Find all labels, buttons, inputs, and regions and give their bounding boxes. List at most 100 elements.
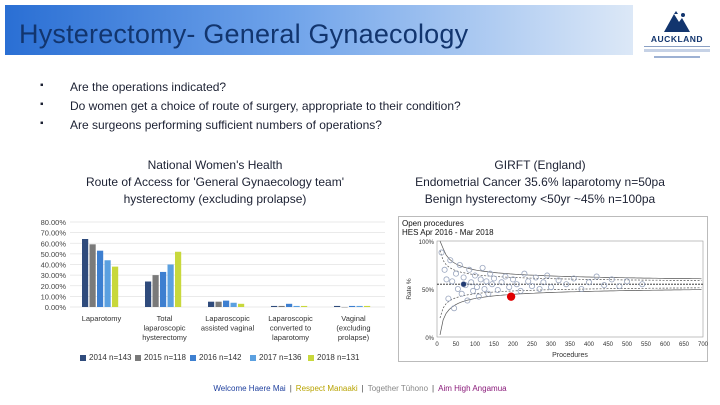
data-point <box>578 286 585 293</box>
girft-heading-line3: Benign hysterectomy <50yr ~45% n=100pa <box>424 192 656 206</box>
legend-item: 2015 n=118 <box>135 353 186 362</box>
data-point <box>454 286 461 293</box>
bar <box>152 275 159 307</box>
footer-value-text: Welcome Haere Mai <box>213 384 286 393</box>
x-tick-label: prolapse) <box>338 333 370 342</box>
footer-value-text: | <box>289 384 292 393</box>
funnel-limit <box>439 250 702 281</box>
data-point <box>473 284 480 291</box>
logo-wordmark: AUCKLAND <box>650 34 704 44</box>
bar <box>175 251 182 307</box>
nwh-heading-line2: Route of Access for 'General Gynaecology… <box>85 175 345 189</box>
x-tick-label: 650 <box>679 342 690 348</box>
x-tick-label: (excluding <box>336 324 370 333</box>
girft-funnel-plot: Open procedures HES Apr 2016 - Mar 2018 … <box>398 216 709 362</box>
data-point <box>491 275 498 282</box>
y-tick-label: 10.00% <box>41 292 67 301</box>
bar <box>215 301 222 307</box>
legend-label: 2016 n=142 <box>199 353 242 362</box>
x-tick-label: Laparoscopic <box>268 314 313 323</box>
y-tick-label: 0% <box>425 336 434 342</box>
x-tick-label: hysterectomy <box>142 333 187 342</box>
bullet-icon: ▪ <box>40 80 44 91</box>
data-point <box>593 273 600 280</box>
bar <box>208 301 215 307</box>
legend-item: 2016 n=142 <box>190 353 242 362</box>
data-point <box>563 281 570 288</box>
funnel-title-line1: Open procedures <box>402 219 464 228</box>
girft-heading-line2: Endometrial Cancer 35.6% laparotomy n=50… <box>415 175 665 189</box>
y-tick-label: 70.00% <box>41 229 67 238</box>
x-tick-label: 400 <box>584 342 595 348</box>
bar <box>364 305 371 307</box>
footer-value-text: Respect Manaaki <box>295 384 358 393</box>
data-point <box>441 266 448 273</box>
data-point <box>506 284 513 291</box>
nwh-heading-line1: National Women's Health <box>147 158 283 172</box>
bar <box>286 303 293 307</box>
nwh-heading: National Women's Health Route of Access … <box>60 157 370 208</box>
bar <box>104 260 111 307</box>
y-tick-label: 30.00% <box>41 271 67 280</box>
data-point <box>540 279 547 286</box>
bar <box>97 250 104 307</box>
data-point <box>472 272 479 279</box>
funnel-title-line2: HES Apr 2016 - Mar 2018 <box>402 228 494 237</box>
highlight-point <box>506 292 516 301</box>
data-point <box>438 249 445 256</box>
plot-area <box>436 240 704 338</box>
bar <box>89 244 96 307</box>
y-tick-label: 80.00% <box>41 218 67 227</box>
funnel-title: Open procedures HES Apr 2016 - Mar 2018 <box>402 219 494 237</box>
girft-heading: GIRFT (England) Endometrial Cancer 35.6%… <box>395 157 685 208</box>
y-tick-label: 60.00% <box>41 239 67 248</box>
x-tick-label: 150 <box>489 342 500 348</box>
x-tick-label: 700 <box>698 342 709 348</box>
x-axis-label: Procedures <box>552 352 588 359</box>
data-point <box>532 274 539 281</box>
data-point <box>479 264 486 271</box>
legend-label: 2015 n=118 <box>144 353 186 362</box>
bar <box>145 281 152 307</box>
data-point <box>525 278 532 285</box>
bar <box>112 266 119 307</box>
bullet-icon: ▪ <box>40 99 44 110</box>
logo-subtext-2 <box>654 56 700 58</box>
data-point <box>460 274 467 281</box>
bullet-text: Do women get a choice of route of surger… <box>70 99 461 113</box>
data-point <box>451 305 458 312</box>
funnel-limit <box>439 289 702 335</box>
data-point <box>623 278 630 285</box>
data-point <box>502 273 509 280</box>
data-point <box>481 286 488 293</box>
bullet-text: Are surgeons performing sufficient numbe… <box>70 118 382 132</box>
data-point <box>445 295 452 302</box>
data-point <box>477 276 484 283</box>
data-point <box>464 297 471 304</box>
data-point <box>517 287 524 294</box>
data-point <box>489 281 496 288</box>
legend-label: 2014 n=143 <box>89 353 132 362</box>
data-point <box>547 284 554 291</box>
legend-swatch <box>135 354 141 361</box>
x-tick-label: Vaginal <box>341 314 366 323</box>
data-point <box>453 270 460 277</box>
data-point <box>639 281 646 288</box>
x-tick-label: 250 <box>527 342 538 348</box>
data-point <box>513 281 520 288</box>
x-tick-label: Laparotomy <box>82 314 122 323</box>
bar <box>223 300 230 307</box>
logo-subtext <box>644 49 710 52</box>
bullet-icon: ▪ <box>40 118 44 129</box>
footer-values: Welcome Haere Mai | Respect Manaaki | Togeth… <box>0 384 720 393</box>
data-point <box>449 278 456 285</box>
bar <box>293 305 300 307</box>
data-point <box>528 283 535 290</box>
bar <box>230 302 237 307</box>
data-point <box>466 266 473 273</box>
data-point <box>555 277 562 284</box>
funnel-limit <box>439 240 702 280</box>
data-point <box>616 283 623 290</box>
x-tick-label: Total <box>157 314 173 323</box>
legend-swatch <box>250 354 256 361</box>
